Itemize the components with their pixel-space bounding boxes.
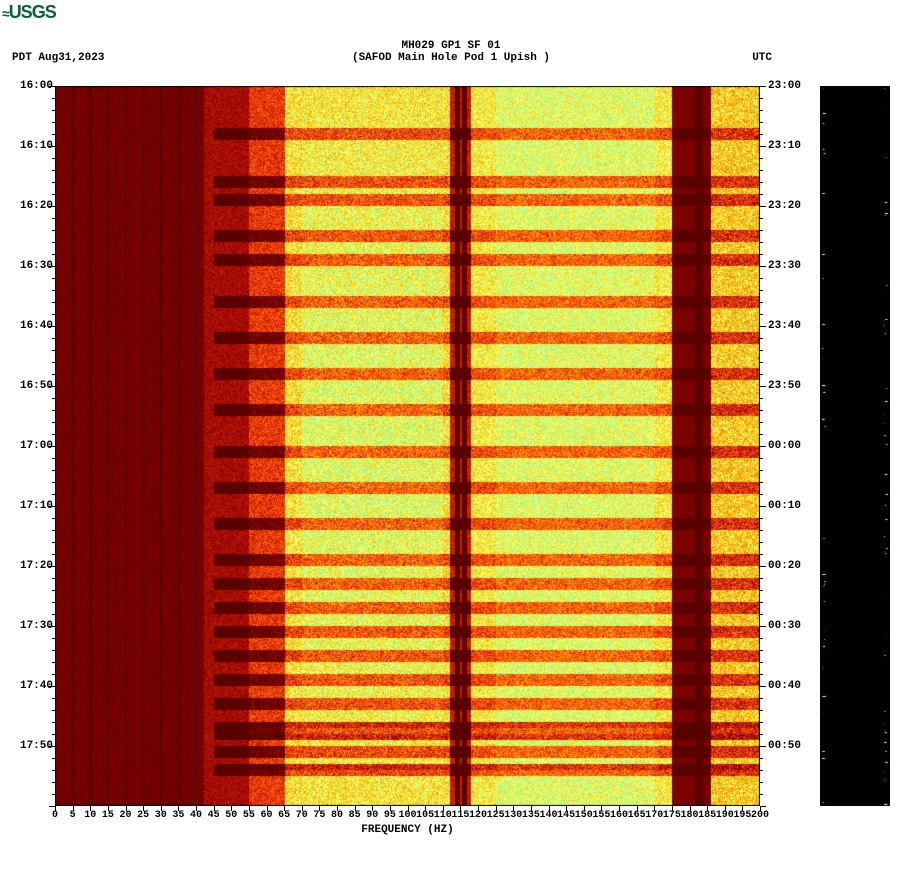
x-tick-label: 25 — [137, 810, 149, 821]
x-tick-label: 5 — [70, 810, 76, 821]
x-tick-label: 60 — [260, 810, 272, 821]
x-tick-label: 190 — [716, 810, 734, 821]
y-right-tick-label: 23:10 — [768, 140, 813, 152]
y-right-tick-label: 00:50 — [768, 740, 813, 752]
x-tick-label: 115 — [451, 810, 469, 821]
x-tick-label: 85 — [349, 810, 361, 821]
y-left-tick-label: 17:50 — [8, 740, 53, 752]
y-left-tick-label: 16:50 — [8, 380, 53, 392]
x-tick-label: 105 — [416, 810, 434, 821]
x-tick-label: 155 — [592, 810, 610, 821]
usgs-logo: ≈USGS — [2, 2, 56, 23]
x-tick-label: 140 — [539, 810, 557, 821]
x-tick-label: 20 — [119, 810, 131, 821]
x-tick-label: 70 — [296, 810, 308, 821]
y-left-tick-label: 16:20 — [8, 200, 53, 212]
x-tick-label: 95 — [384, 810, 396, 821]
x-tick-label: 90 — [366, 810, 378, 821]
y-right-tick-label: 23:30 — [768, 260, 813, 272]
y-right-tick-label: 23:40 — [768, 320, 813, 332]
y-right-tick-label: 00:00 — [768, 440, 813, 452]
y-left-tick-label: 17:40 — [8, 680, 53, 692]
y-right-tick-label: 00:10 — [768, 500, 813, 512]
x-tick-label: 50 — [225, 810, 237, 821]
x-tick-label: 175 — [663, 810, 681, 821]
y-right-tick-label: 00:20 — [768, 560, 813, 572]
y-left-tick-label: 16:40 — [8, 320, 53, 332]
x-tick-label: 30 — [155, 810, 167, 821]
side-trace-panel — [820, 86, 890, 806]
x-tick-label: 135 — [522, 810, 540, 821]
x-tick-label: 185 — [698, 810, 716, 821]
x-tick-label: 150 — [575, 810, 593, 821]
side-trace-canvas — [820, 86, 890, 806]
x-tick-label: 0 — [52, 810, 58, 821]
x-tick-label: 125 — [487, 810, 505, 821]
y-left-tick-label: 16:00 — [8, 80, 53, 92]
x-tick-label: 165 — [628, 810, 646, 821]
y-right-tick-label: 23:20 — [768, 200, 813, 212]
x-tick-label: 10 — [84, 810, 96, 821]
usgs-text: USGS — [9, 2, 56, 22]
y-left-tick-label: 16:30 — [8, 260, 53, 272]
x-tick-label: 170 — [645, 810, 663, 821]
x-tick-label: 15 — [102, 810, 114, 821]
y-right-tick-label: 23:50 — [768, 380, 813, 392]
x-tick-label: 180 — [680, 810, 698, 821]
x-tick-label: 200 — [751, 810, 769, 821]
x-tick-label: 120 — [469, 810, 487, 821]
y-left-tick-label: 17:30 — [8, 620, 53, 632]
x-axis-title: FREQUENCY (HZ) — [55, 824, 760, 836]
y-left-tick-label: 16:10 — [8, 140, 53, 152]
x-tick-label: 35 — [172, 810, 184, 821]
x-tick-label: 110 — [434, 810, 452, 821]
x-tick-label: 195 — [733, 810, 751, 821]
x-tick-label: 65 — [278, 810, 290, 821]
date-label: PDT Aug31,2023 — [12, 52, 104, 64]
y-axis-left: 16:0016:1016:2016:3016:4016:5017:0017:10… — [8, 86, 53, 806]
y-right-tick-label: 00:30 — [768, 620, 813, 632]
x-tick-label: 160 — [610, 810, 628, 821]
y-right-tick-label: 00:40 — [768, 680, 813, 692]
x-tick-label: 145 — [557, 810, 575, 821]
x-axis-labels: 0510152025303540455055606570758085909510… — [55, 810, 760, 824]
y-left-tick-label: 17:10 — [8, 500, 53, 512]
spectrogram-canvas — [55, 86, 760, 806]
y-left-tick-label: 17:20 — [8, 560, 53, 572]
y-axis-right: 23:0023:1023:2023:3023:4023:5000:0000:10… — [768, 86, 813, 806]
y-right-tick-label: 23:00 — [768, 80, 813, 92]
x-tick-label: 80 — [331, 810, 343, 821]
y-left-tick-label: 17:00 — [8, 440, 53, 452]
x-tick-label: 55 — [243, 810, 255, 821]
x-tick-label: 45 — [208, 810, 220, 821]
spectrogram-plot — [55, 86, 760, 806]
x-tick-label: 100 — [398, 810, 416, 821]
x-tick-label: 130 — [504, 810, 522, 821]
x-tick-label: 40 — [190, 810, 202, 821]
utc-label: UTC — [752, 52, 772, 64]
x-tick-label: 75 — [313, 810, 325, 821]
title-line-1: MH029 GP1 SF 01 — [0, 40, 902, 52]
